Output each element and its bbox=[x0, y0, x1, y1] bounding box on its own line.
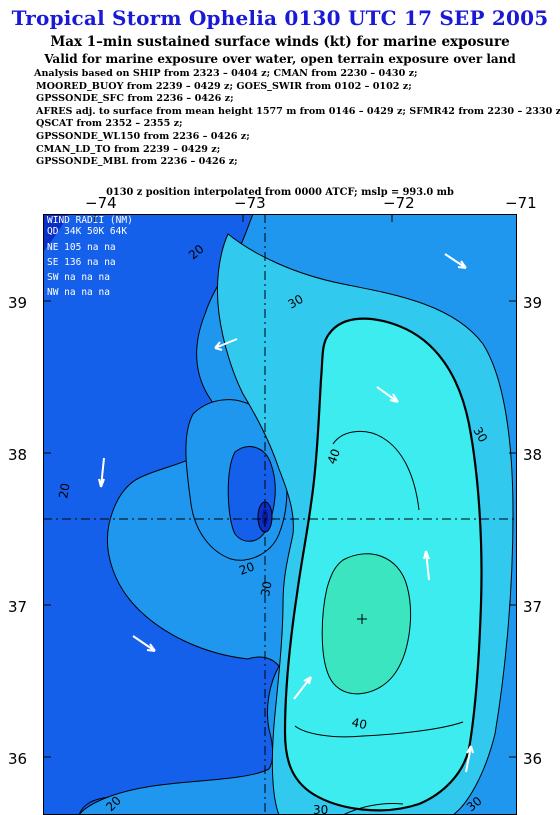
contour-label: 20 bbox=[237, 559, 256, 577]
lat-tick-label: 37 bbox=[523, 598, 543, 616]
wind-radii-row: NE 105 na na bbox=[47, 242, 116, 253]
contour-label: 30 bbox=[470, 425, 490, 445]
map-title: Tropical Storm Ophelia 0130 UTC 17 SEP 2… bbox=[11, 6, 549, 30]
lat-tick-label: 39 bbox=[8, 294, 28, 312]
lat-tick-label: 38 bbox=[523, 446, 543, 464]
lat-tick-label: 39 bbox=[523, 294, 543, 312]
max-wind-marker bbox=[357, 614, 367, 624]
lat-tick-label: 36 bbox=[523, 750, 543, 768]
wind-vectors bbox=[98, 253, 474, 773]
analysis-line: GPSSONDE_WL150 from 2236 – 0426 z; bbox=[36, 130, 250, 142]
contour-label: 30 bbox=[313, 803, 328, 815]
wind-radii-table: WIND RADII (NM) QD 34K 50K 64K NE 105 na… bbox=[47, 215, 133, 298]
contour-label: 40 bbox=[350, 715, 368, 732]
wind-radii-row: SW na na na bbox=[47, 272, 110, 283]
lat-tick-label: 36 bbox=[8, 750, 28, 768]
contour-line bbox=[294, 721, 464, 738]
analysis-line: GPSSONDE_MBL from 2236 – 0426 z; bbox=[36, 156, 238, 168]
wind-band-corner bbox=[43, 214, 69, 252]
frame-ticks bbox=[43, 214, 517, 758]
contour-line bbox=[78, 796, 110, 815]
lon-tick-label: −74 bbox=[85, 194, 117, 212]
analysis-line: AFRES adj. to surface from mean height 1… bbox=[36, 105, 560, 117]
analysis-line: QSCAT from 2352 – 2355 z; bbox=[36, 118, 183, 130]
analysis-line: GPSSONDE_SFC from 2236 – 0426 z; bbox=[36, 93, 234, 105]
analysis-line: Analysis based on SHIP from 2323 – 0404 … bbox=[34, 68, 418, 79]
contour-label: 20 bbox=[56, 482, 72, 499]
contour-line bbox=[332, 431, 420, 511]
storm-center-core bbox=[262, 509, 268, 525]
wind-radii-title: WIND RADII (NM) bbox=[47, 215, 133, 226]
contour-label: 30 bbox=[258, 580, 274, 597]
analysis-sources: Analysis based on SHIP from 2323 – 0404 … bbox=[34, 68, 560, 169]
wind-field-map: 20 20 20 20 30 30 30 30 40 40 30 WIND RA… bbox=[43, 214, 517, 815]
analysis-line: CMAN_LD_TO from 2239 – 0429 z; bbox=[36, 143, 221, 155]
wind-band-50-plus bbox=[321, 553, 412, 695]
wind-radii-row: SE 136 na na bbox=[47, 257, 116, 268]
lon-tick-label: −71 bbox=[505, 194, 537, 212]
lon-tick-label: −73 bbox=[234, 194, 266, 212]
lon-tick-label: −72 bbox=[383, 194, 415, 212]
contour-label: 30 bbox=[286, 292, 306, 312]
map-subtitle: Max 1–min sustained surface winds (kt) f… bbox=[50, 34, 510, 50]
contour-line bbox=[342, 803, 404, 815]
wind-radii-header: QD 34K 50K 64K bbox=[47, 226, 127, 237]
storm-position-note: 0130 z position interpolated from 0000 A… bbox=[106, 187, 454, 198]
lat-tick-label: 37 bbox=[8, 598, 28, 616]
lat-tick-label: 38 bbox=[8, 446, 28, 464]
wind-radii-row: NW na na na bbox=[47, 287, 110, 298]
contour-label: 40 bbox=[325, 447, 343, 466]
map-validity-note: Valid for marine exposure over water, op… bbox=[44, 52, 516, 66]
analysis-line: MOORED_BUOY from 2239 – 0429 z; GOES_SWI… bbox=[36, 80, 412, 92]
